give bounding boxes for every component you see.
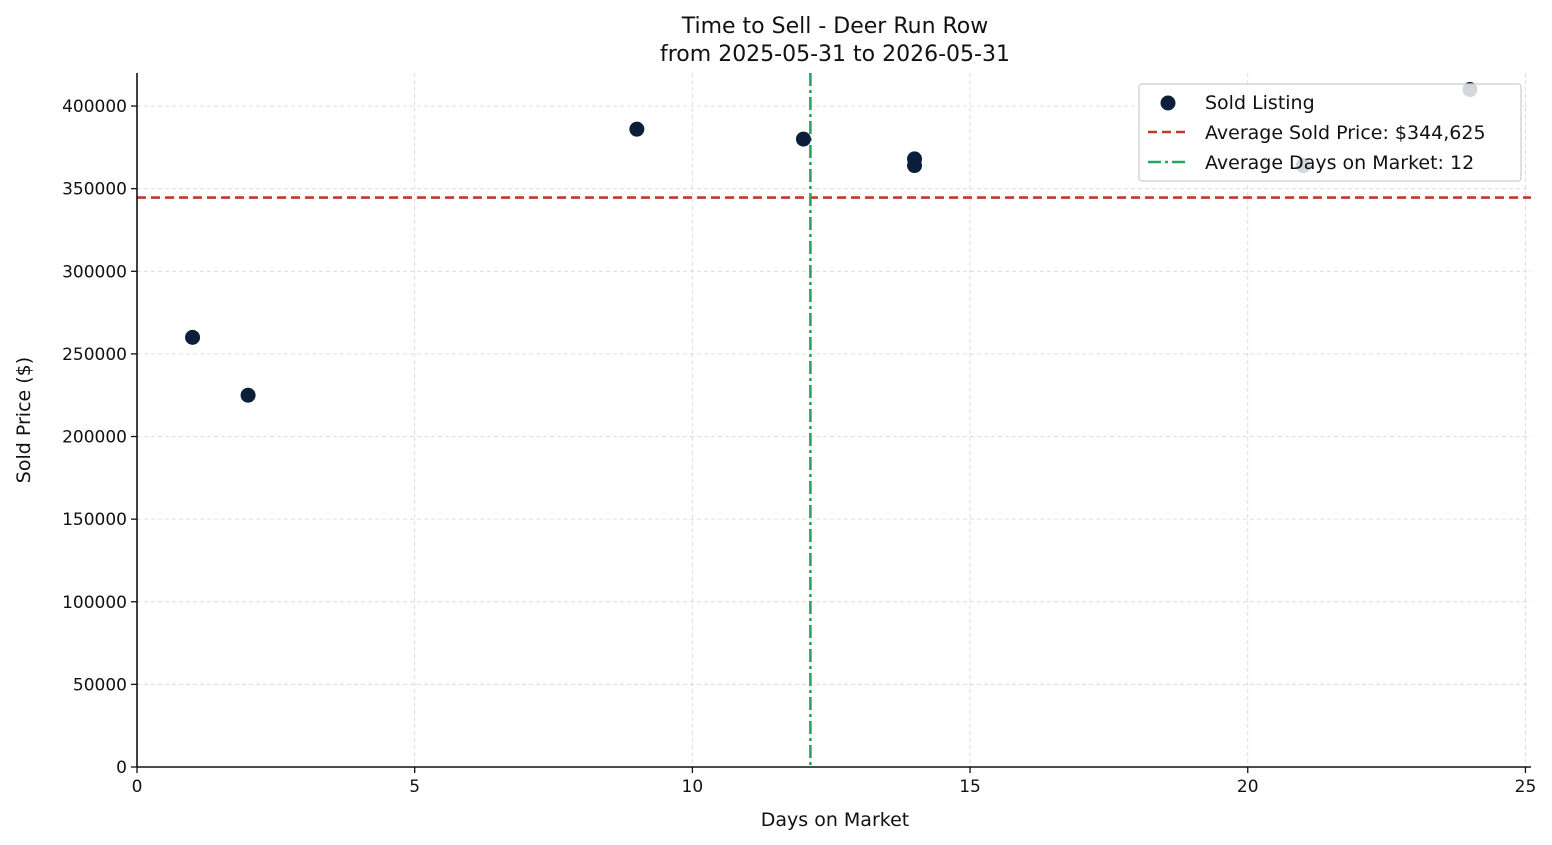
grid [137,73,1531,767]
data-point-0-2 [629,121,645,137]
y-axis-label: Sold Price ($) [13,357,35,483]
y-tick-label-3: 150000 [62,510,127,530]
data-point-0-3 [795,131,811,147]
y-tick-label-6: 300000 [62,262,127,282]
x-tick-label-5: 25 [1515,777,1537,797]
legend-marker-sold-listing [1160,95,1176,111]
data-point-0-1 [240,387,256,403]
y-tick-label-5: 250000 [62,345,127,365]
legend-label-sold-listing: Sold Listing [1205,92,1315,114]
reference-lines [137,73,1531,767]
y-tick-label-8: 400000 [62,97,127,117]
x-tick-label-2: 10 [682,777,704,797]
chart-subtitle: from 2025-05-31 to 2026-05-31 [660,42,1010,67]
legend-label-average-days: Average Days on Market: 12 [1205,152,1474,174]
x-axis-label: Days on Market [761,809,909,831]
y-tick-label-0: 0 [116,758,127,778]
data-point-0-5 [907,158,923,174]
y-tick-label-7: 350000 [62,180,127,200]
x-tick-label-4: 20 [1237,777,1259,797]
x-tick-label-1: 5 [409,777,420,797]
y-tick-label-4: 200000 [62,428,127,448]
legend-box [1138,83,1522,182]
x-tick-label-3: 15 [959,777,981,797]
y-tick-label-2: 100000 [62,593,127,613]
ticks: 0 5 10 15 20 25 0 50000 100000 150000 200000 250000… [62,97,1536,797]
data-point-0-0 [185,329,201,345]
chart-title: Time to Sell - Deer Run Row [681,14,989,39]
legend-label-average-price: Average Sold Price: $344,625 [1205,122,1486,144]
legend: Sold Listing Average Sold Price: $344,62… [1138,83,1522,182]
y-tick-label-1: 50000 [73,675,127,695]
x-tick-label-0: 0 [132,777,143,797]
